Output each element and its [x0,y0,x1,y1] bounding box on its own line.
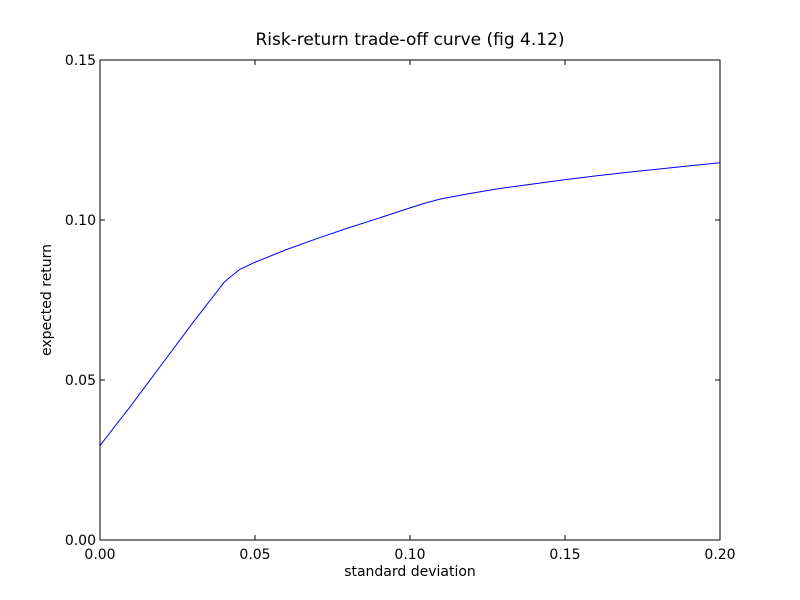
x-tick-label: 0.05 [239,547,270,563]
y-tick-label: 0.05 [65,373,96,389]
y-axis-label: expected return [39,244,55,356]
y-tick-label: 0.10 [65,213,96,229]
x-tick-label: 0.10 [394,547,425,563]
chart-title: Risk-return trade-off curve (fig 4.12) [255,30,564,50]
plot-area-frame [99,59,721,541]
series-line [99,162,721,446]
x-tick-label: 0.20 [704,547,735,563]
ticks-layer: 0.00 0.05 0.10 0.15 0.20 0.00 0.05 0.10 0.15 [65,53,736,563]
y-tick-label: 0.00 [65,533,96,549]
series-layer [99,162,721,446]
x-axis-label: standard deviation [344,564,476,580]
x-tick-label: 0.00 [84,547,115,563]
y-tick-label: 0.15 [65,53,96,69]
x-tick-label: 0.15 [549,547,580,563]
